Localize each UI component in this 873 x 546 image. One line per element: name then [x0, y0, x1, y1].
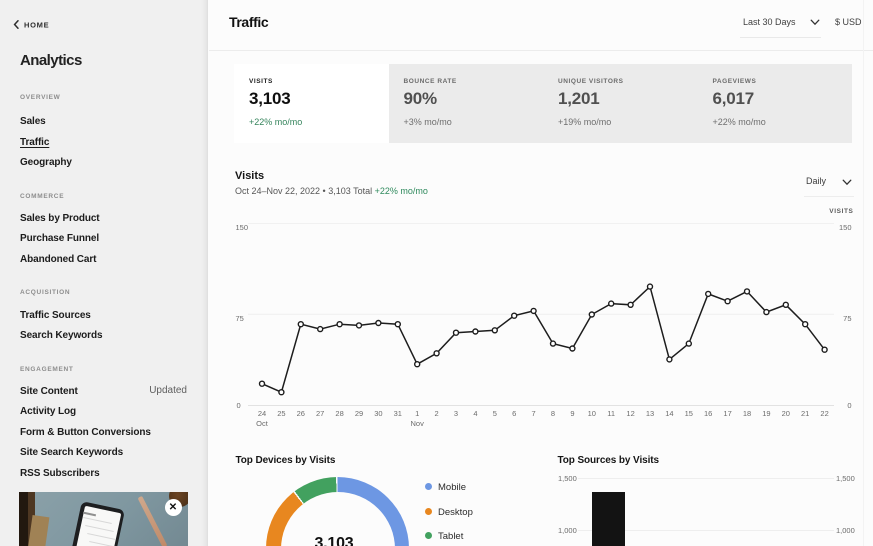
svg-text:14: 14	[665, 409, 673, 418]
svg-text:2: 2	[435, 409, 439, 418]
svg-text:12: 12	[626, 409, 634, 418]
svg-text:9: 9	[570, 409, 574, 418]
svg-text:Oct: Oct	[256, 419, 269, 428]
svg-text:15: 15	[685, 409, 693, 418]
svg-text:5: 5	[493, 409, 497, 418]
svg-text:8: 8	[551, 409, 555, 418]
svg-text:30: 30	[374, 409, 382, 418]
svg-text:Nov: Nov	[411, 419, 425, 428]
svg-text:6: 6	[512, 409, 516, 418]
svg-text:150: 150	[839, 223, 852, 232]
svg-text:0: 0	[237, 401, 241, 410]
svg-text:24: 24	[258, 409, 266, 418]
svg-text:26: 26	[297, 409, 305, 418]
svg-text:7: 7	[532, 409, 536, 418]
svg-text:150: 150	[236, 223, 249, 232]
svg-text:22: 22	[820, 409, 828, 418]
svg-text:31: 31	[394, 409, 402, 418]
svg-text:17: 17	[723, 409, 731, 418]
svg-text:75: 75	[236, 314, 244, 323]
svg-text:4: 4	[473, 409, 477, 418]
svg-text:1: 1	[415, 409, 419, 418]
svg-text:18: 18	[743, 409, 751, 418]
svg-text:13: 13	[646, 409, 654, 418]
svg-text:29: 29	[355, 409, 363, 418]
svg-text:11: 11	[607, 409, 615, 418]
svg-text:21: 21	[801, 409, 809, 418]
svg-text:75: 75	[843, 314, 851, 323]
svg-text:3: 3	[454, 409, 458, 418]
svg-text:0: 0	[847, 401, 851, 410]
svg-text:19: 19	[762, 409, 770, 418]
svg-text:28: 28	[335, 409, 343, 418]
svg-text:20: 20	[782, 409, 790, 418]
svg-text:16: 16	[704, 409, 712, 418]
svg-text:25: 25	[277, 409, 285, 418]
svg-text:27: 27	[316, 409, 324, 418]
svg-text:10: 10	[588, 409, 596, 418]
